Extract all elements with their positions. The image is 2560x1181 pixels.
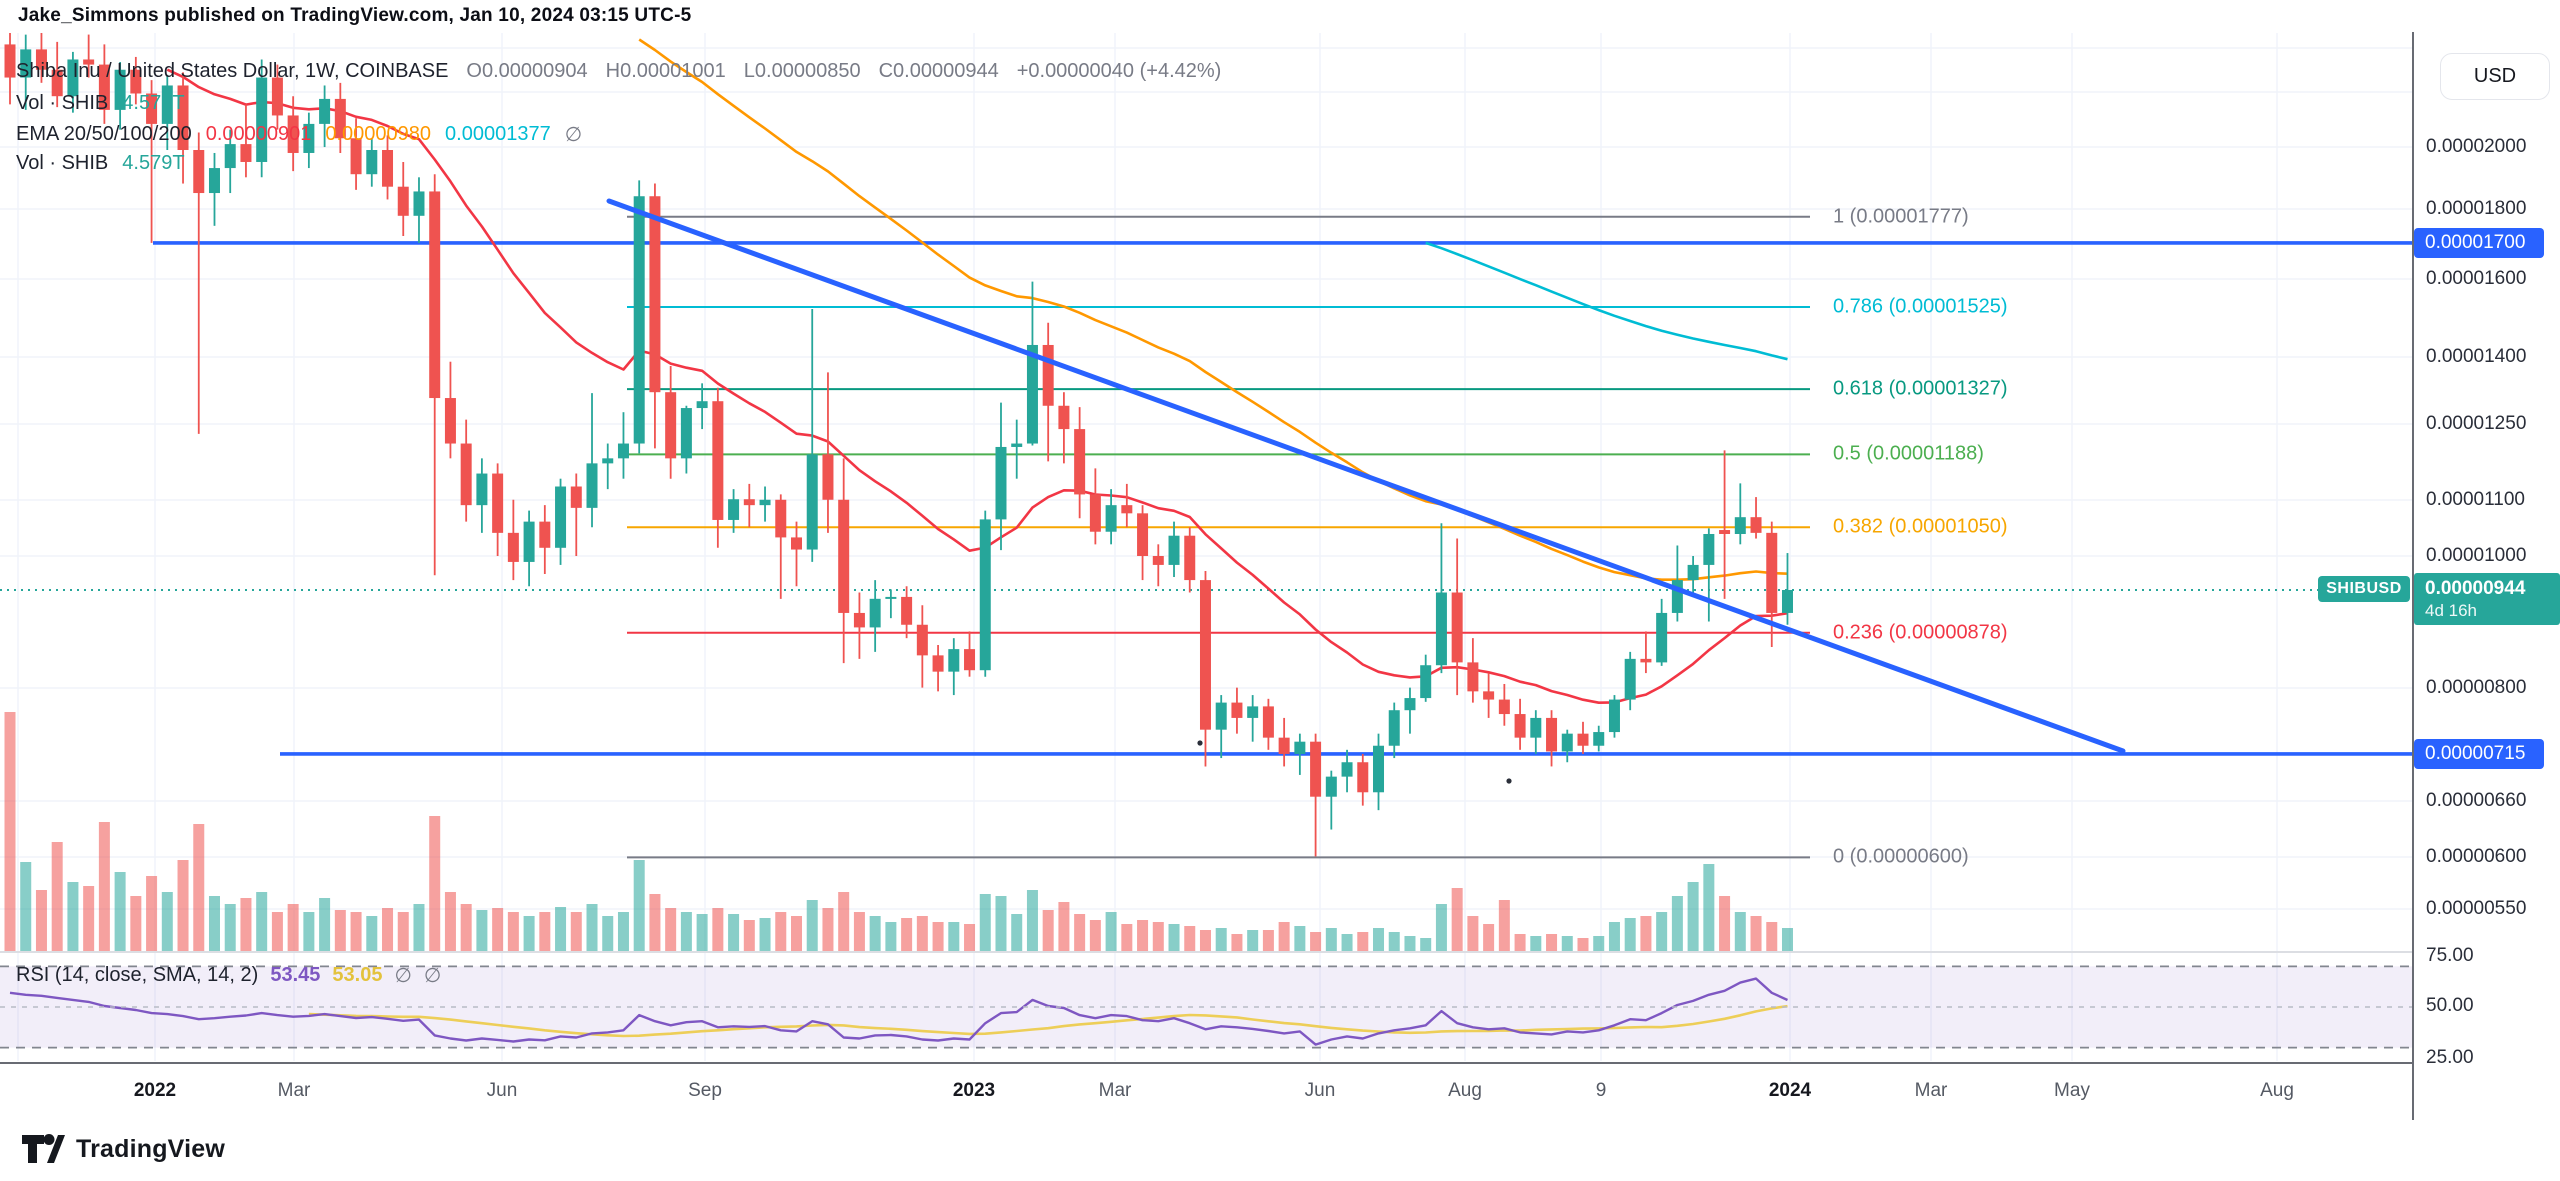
attribution-text: Jake_Simmons published on TradingView.co… [18,5,692,26]
ohlc-close-value: 0.00000944 [893,60,999,82]
ema50-value: 0.00000980 [325,123,432,145]
rsi-plot [9,977,1788,1046]
volume-value: 4.579T [122,92,185,114]
rsi-legend-row[interactable]: RSI (14, close, SMA, 14, 2) 53.45 53.05 … [16,963,441,988]
gridlines [0,33,2412,1061]
bar-countdown: 4d 16h [2425,601,2477,620]
time-axis-label: Aug [2260,1080,2294,1101]
rsi-tick: 25.00 [2426,1047,2474,1068]
price-level-tag: 0.00000715 [2414,739,2544,769]
attribution-bar: Jake_Simmons published on TradingView.co… [0,0,2560,32]
time-axis-label: 9 [1595,1080,1607,1101]
rsi-empty2: ∅ [423,965,442,987]
fib-level-label: 0.382 (0.00001050) [1833,515,2008,538]
price-tick: 0.00000550 [2426,898,2527,919]
ohlc-high-label: H [605,60,621,82]
time-axis-label: Jun [486,1080,518,1101]
rsi-value: 53.45 [270,964,321,986]
ohlc-low-label: L [743,60,755,82]
volume2-value: 4.579T [122,152,185,174]
time-axis-label: 2024 [1768,1080,1812,1101]
symbol-title: Shiba Inu / United States Dollar, 1W, CO… [16,60,449,82]
price-tick: 0.00001800 [2426,198,2527,219]
ema-legend-row[interactable]: EMA 20/50/100/200 0.00000901 0.00000980 … [16,122,582,147]
price-level-tag: 0.00001700 [2414,228,2544,258]
rsi-empty1: ∅ [394,965,412,987]
horizontal-rays[interactable] [153,241,2412,756]
ema-lines [166,38,1788,705]
time-axis-label: Mar [1914,1080,1948,1101]
candlesticks [4,33,1793,857]
ema-label: EMA 20/50/100/200 [16,123,192,145]
symbol-price-flag: SHIBUSD [2318,576,2410,602]
ohlc-low-value: 0.00000850 [754,60,861,82]
time-axis[interactable]: 2022 Mar Jun Sep 2023 Mar Jun Aug 9 2024 Mar May Aug [0,1062,2412,1122]
time-axis-label: Aug [1448,1080,1482,1101]
price-tick: 0.00002000 [2426,136,2527,157]
tradingview-logo-link[interactable]: TradingView [20,1132,225,1166]
rsi-label: RSI (14, close, SMA, 14, 2) [16,964,259,986]
tradingview-logo-text: TradingView [76,1134,226,1163]
time-axis-label: 2023 [952,1080,996,1101]
rsi-tick: 50.00 [2426,995,2474,1016]
fib-level-label: 0.5 (0.00001188) [1833,442,1984,465]
chart-dot [1197,740,1203,746]
time-axis-label: 2022 [133,1080,177,1101]
ohlc-open-value: 0.00000904 [481,60,588,82]
time-axis-label: Sep [688,1080,722,1101]
price-tick: 0.00001600 [2426,268,2527,289]
price-tick: 0.00000800 [2426,677,2527,698]
time-axis-label: May [2054,1080,2090,1101]
volume2-label: Vol · SHIB [16,152,109,174]
price-tick: 0.00001400 [2426,346,2527,367]
ohlc-open-label: O [466,60,482,82]
time-axis-label: Jun [1304,1080,1336,1101]
time-axis-label: Mar [1098,1080,1132,1101]
volume-legend-row[interactable]: Vol · SHIB 4.579T [16,92,185,115]
volume-label: Vol · SHIB [16,92,109,114]
ohlc-change-value: +0.00000040 (+4.42%) [1016,60,1222,82]
fib-level-label: 1 (0.00001777) [1833,205,1969,228]
current-price-value: 0.00000944 [2425,578,2526,599]
volume-bars [4,712,1793,952]
current-price-tag: 0.00000944 4d 16h [2414,573,2560,625]
fib-retracement-lines [627,215,1810,859]
price-tick: 0.00001100 [2426,489,2525,510]
footer-bar: TradingView [0,1120,2560,1181]
price-tick: 0.00000660 [2426,790,2527,811]
price-scale[interactable]: USD 0.00002000 0.00001800 0.00001600 0.0000… [2412,0,2560,1120]
fib-level-label: 0 (0.00000600) [1833,845,1969,868]
tradingview-logo-icon [22,1134,65,1163]
ohlc-close-label: C [878,60,894,82]
symbol-legend-row[interactable]: Shiba Inu / United States Dollar, 1W, CO… [16,60,1221,83]
price-chart-canvas[interactable] [0,0,2412,1062]
rsi-tick: 75.00 [2426,945,2474,966]
descending-trendline[interactable] [606,198,2126,754]
rsi-ma-value: 53.05 [332,964,383,986]
ema100-value: 0.00001377 [445,123,551,145]
fib-level-label: 0.786 (0.00001525) [1833,295,2008,318]
fib-level-label: 0.236 (0.00000878) [1833,621,2008,644]
rsi-band [0,966,2412,1048]
price-tick: 0.00001250 [2426,413,2527,434]
ema20-value: 0.00000901 [205,123,312,145]
time-axis-label: Mar [277,1080,311,1101]
price-tick: 0.00000600 [2426,846,2527,867]
ohlc-high-value: 0.00001001 [620,60,726,82]
fib-level-label: 0.618 (0.00001327) [1833,377,2008,400]
currency-toggle-button[interactable]: USD [2440,53,2550,100]
price-tick: 0.00001000 [2426,545,2527,566]
volume2-legend-row[interactable]: Vol · SHIB 4.579T [16,152,185,175]
ema200-empty-value: ∅ [564,124,583,146]
chart-dot [1506,778,1512,784]
